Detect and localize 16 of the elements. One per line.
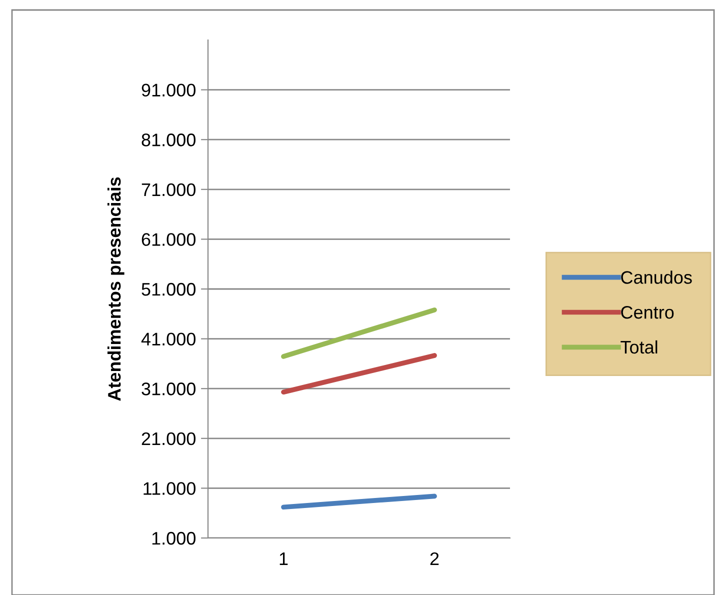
legend-label: Canudos xyxy=(621,270,692,284)
y-tick-label: 41.000 xyxy=(141,332,196,346)
y-tick-label: 31.000 xyxy=(142,382,196,396)
y-tick-label: 81.000 xyxy=(142,134,196,146)
y-tick-label: 21.000 xyxy=(142,432,196,446)
x-tick-label: 1 xyxy=(280,552,288,565)
y-axis-title: Atendimentos presenciais xyxy=(107,177,124,401)
y-tick-label: 1.000 xyxy=(152,532,196,545)
legend-label: Total xyxy=(620,340,658,354)
x-tick-label: 2 xyxy=(430,552,439,565)
y-tick-label: 61.000 xyxy=(142,233,196,246)
y-tick-label: 11.000 xyxy=(144,482,196,495)
y-tick-label: 51.000 xyxy=(142,282,196,296)
y-tick-label: 91.000 xyxy=(142,84,196,97)
y-tick-label: 71.000 xyxy=(142,183,196,196)
legend-label: Centro xyxy=(621,306,674,319)
